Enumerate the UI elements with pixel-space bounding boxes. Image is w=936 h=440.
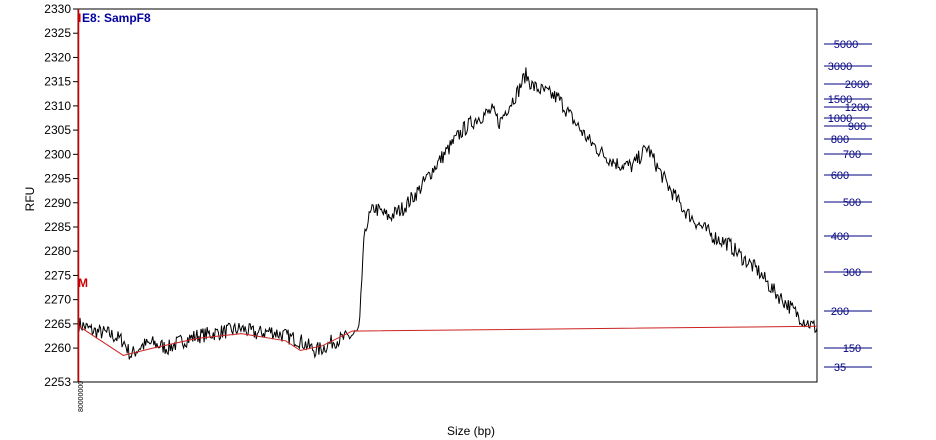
chart-title: E8: SampF8 [82,11,151,25]
size-tick-label: 900 [848,121,866,133]
y-tick-label: 2275 [44,268,71,282]
x-corner-label: 80000000 [78,381,85,412]
size-tick-label: 150 [843,343,861,355]
y-tick-label: 2325 [44,26,71,40]
y-tick-label: 2320 [44,50,71,64]
y-axis-label: RFU [23,187,37,212]
size-tick-label: 1500 [828,94,852,106]
baseline-trace [78,325,818,356]
y-tick-label: 2253 [44,375,71,389]
x-axis-label: Size (bp) [447,424,495,438]
plot-frame [77,8,818,383]
y-axis-ticks: 2253 2260 2265 2270 2275 2280 2285 2290 2295 2300… [44,2,78,389]
y-tick-label: 2310 [44,99,71,113]
series-layer [78,67,818,360]
size-tick-label: 3000 [828,61,852,73]
size-tick-label: 800 [831,134,849,146]
y-tick-label: 2260 [44,341,71,355]
size-tick-label: 200 [831,306,849,318]
marker-label: M [78,276,88,290]
size-tick-label: 1000 [828,113,852,125]
size-tick-label: 600 [831,170,849,182]
y-tick-label: 2270 [44,293,71,307]
size-tick-label: 35 [834,362,846,374]
size-tick-label: 700 [843,149,861,161]
size-tick-label: 500 [843,197,861,209]
y-tick-label: 2285 [44,220,71,234]
size-tick-label: 300 [843,267,861,279]
y-tick-label: 2330 [44,2,71,16]
size-tick-label: 5000 [834,39,858,51]
size-tick-label: 1200 [845,102,869,114]
size-tick-label: 2000 [845,79,869,91]
y-tick-label: 2305 [44,123,71,137]
y-tick-label: 2315 [44,75,71,89]
y-tick-label: 2300 [44,147,71,161]
y-tick-label: 2280 [44,244,71,258]
y-tick-label: 2265 [44,317,71,331]
signal-trace [78,67,818,360]
y-tick-label: 2295 [44,172,71,186]
y-tick-label: 2290 [44,196,71,210]
size-tick-label: 400 [831,231,849,243]
title-prefix-overlap: I [78,11,81,25]
